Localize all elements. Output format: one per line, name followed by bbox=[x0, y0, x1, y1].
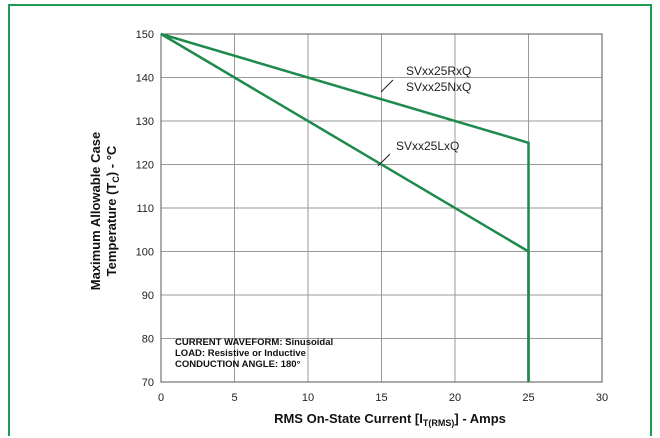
note-waveform: CURRENT WAVEFORM: Sinusoidal bbox=[175, 337, 333, 348]
y-tick-label-8: 150 bbox=[136, 29, 154, 41]
series-leader-lxq bbox=[377, 153, 391, 167]
plot-area-border bbox=[160, 33, 603, 383]
series-line-1 bbox=[160, 32, 530, 382]
x-axis-title: RMS On-State Current [IT(RMS)] - Amps bbox=[274, 411, 506, 428]
chart-svg: 0 5 10 15 20 25 30 70 80 90 100 110 120 130 140 150 SVx… bbox=[88, 29, 608, 428]
y-tick-label-0: 70 bbox=[142, 377, 154, 389]
y-tick-label-7: 140 bbox=[136, 73, 154, 85]
note-load: LOAD: Resistive or Inductive bbox=[175, 348, 306, 359]
y-tick-label-2: 90 bbox=[142, 290, 154, 302]
series-label-rxq: SVxx25RxQ bbox=[406, 64, 471, 78]
series-label-lxq: SVxx25LxQ bbox=[396, 139, 459, 153]
x-tick-label-3: 15 bbox=[375, 392, 387, 404]
series-layer bbox=[160, 32, 530, 382]
grid bbox=[160, 33, 603, 383]
y-tick-label-6: 130 bbox=[136, 116, 154, 128]
chart-frame: 0 5 10 15 20 25 30 70 80 90 100 110 120 130 140 150 SVx… bbox=[8, 4, 652, 436]
y-axis-title-line1: Maximum Allowable Case bbox=[88, 132, 103, 290]
y-tick-label-4: 110 bbox=[136, 203, 154, 215]
y-tick-label-3: 100 bbox=[136, 247, 154, 259]
x-tick-label-6: 30 bbox=[596, 392, 608, 404]
series-leader-rxq bbox=[380, 79, 394, 93]
y-tick-label-1: 80 bbox=[142, 334, 154, 346]
x-tick-label-4: 20 bbox=[449, 392, 461, 404]
y-tick-label-5: 120 bbox=[136, 160, 154, 172]
x-tick-label-5: 25 bbox=[522, 392, 534, 404]
x-tick-label-1: 5 bbox=[231, 392, 237, 404]
series-label-nxq: SVxx25NxQ bbox=[406, 80, 471, 94]
x-tick-label-0: 0 bbox=[158, 392, 164, 404]
tick-labels: 0 5 10 15 20 25 30 70 80 90 100 110 120 130 140 150 bbox=[136, 29, 608, 404]
x-tick-label-2: 10 bbox=[302, 392, 314, 404]
y-axis-title-line2: Temperature (TC) - °C bbox=[104, 145, 121, 276]
note-conduction: CONDUCTION ANGLE: 180° bbox=[175, 359, 301, 370]
